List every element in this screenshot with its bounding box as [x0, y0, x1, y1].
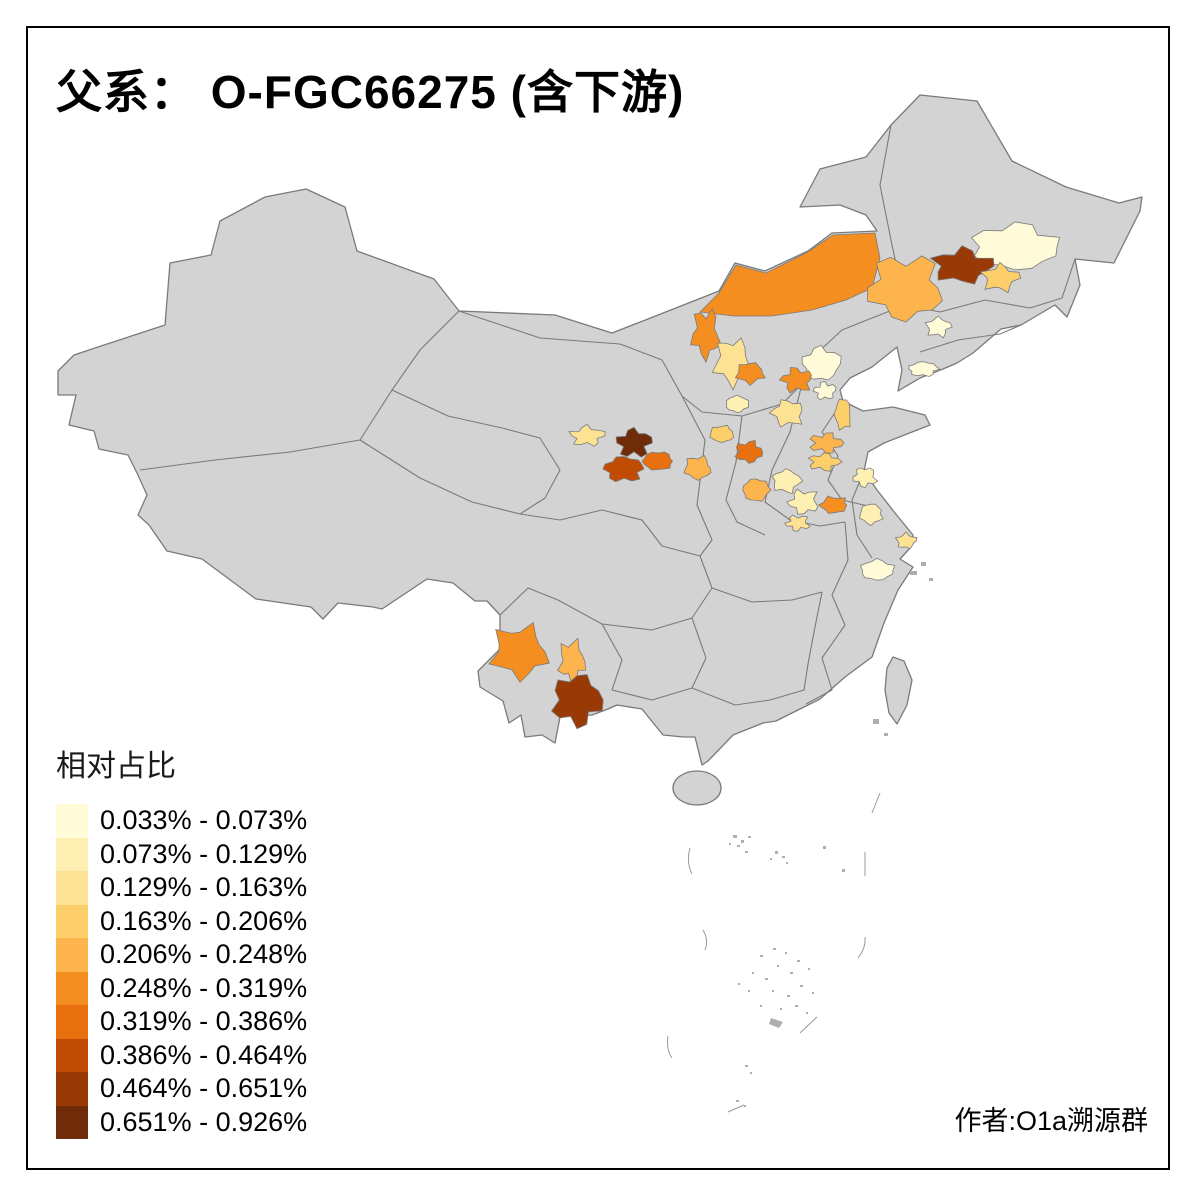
map-region	[784, 514, 811, 532]
map-region	[734, 362, 766, 387]
region-blobs	[488, 221, 1061, 730]
map-region	[734, 439, 763, 464]
map-region	[817, 495, 848, 514]
legend-label: 0.248% - 0.319%	[100, 972, 308, 1003]
legend-label: 0.464% - 0.651%	[100, 1073, 308, 1104]
map-region	[929, 245, 995, 285]
legend-row: 0.248% - 0.319%	[56, 971, 308, 1005]
map-region	[894, 531, 918, 550]
legend-swatch	[56, 1005, 88, 1039]
sea-islands	[667, 562, 933, 1113]
map-region	[812, 381, 837, 401]
map-region	[778, 367, 812, 394]
map-region	[725, 394, 749, 414]
legend-label: 0.129% - 0.163%	[100, 872, 308, 903]
map-region	[809, 432, 845, 454]
attribution: 作者:O1a溯源群	[954, 1106, 1148, 1136]
map-region	[970, 221, 1061, 271]
map-region	[742, 478, 772, 502]
legend-title: 相对占比	[56, 750, 176, 783]
map-region	[833, 398, 851, 431]
legend-swatch	[56, 1038, 88, 1072]
map-region	[768, 399, 803, 428]
legend-rows: 0.033% - 0.073% 0.073% - 0.129% 0.129% -…	[56, 804, 307, 1139]
legend-row: 0.651% - 0.926%	[56, 1105, 308, 1139]
legend-swatch	[56, 904, 88, 938]
legend-label: 0.386% - 0.464%	[100, 1039, 308, 1070]
map-region	[924, 315, 953, 339]
legend-label: 0.163% - 0.206%	[100, 905, 308, 936]
map-region	[859, 503, 884, 527]
china-outline	[57, 94, 1143, 766]
legend-label: 0.319% - 0.386%	[100, 1006, 308, 1037]
legend-swatch	[56, 804, 88, 838]
legend-swatch	[56, 1072, 88, 1106]
legend-swatch	[56, 1105, 88, 1139]
page-title: 父系： O-FGC66275 (含下游)	[56, 66, 685, 118]
taiwan-island	[884, 656, 913, 725]
legend-label: 0.206% - 0.248%	[100, 939, 308, 970]
map-region	[551, 674, 604, 730]
map-region	[488, 621, 550, 683]
map-region	[641, 451, 673, 471]
map-region	[602, 456, 645, 483]
map-region	[683, 454, 712, 481]
legend-row: 0.386% - 0.464%	[56, 1038, 308, 1072]
province-borders	[139, 124, 1076, 706]
legend-row: 0.206% - 0.248%	[56, 938, 307, 972]
legend-label: 0.651% - 0.926%	[100, 1106, 308, 1137]
legend-swatch	[56, 938, 88, 972]
legend-row: 0.129% - 0.163%	[56, 871, 307, 905]
legend: 相对占比 0.033% - 0.073% 0.073% - 0.129% 0.1…	[56, 750, 307, 1139]
map-region	[699, 232, 881, 317]
legend-row: 0.163% - 0.206%	[56, 904, 308, 938]
map-region	[866, 255, 943, 323]
map-region	[690, 307, 722, 364]
map-region	[979, 261, 1022, 294]
legend-swatch	[56, 871, 88, 905]
map-region	[771, 468, 804, 495]
map-region	[568, 423, 606, 447]
map-region	[859, 557, 896, 581]
legend-row: 0.464% - 0.651%	[56, 1072, 307, 1106]
hainan-island	[672, 770, 722, 806]
map-region	[852, 467, 879, 489]
legend-row: 0.319% - 0.386%	[56, 1005, 307, 1039]
legend-label: 0.073% - 0.129%	[100, 838, 308, 869]
map-region	[709, 424, 735, 443]
map-region	[785, 488, 819, 515]
map-region	[801, 344, 842, 381]
map-region	[908, 361, 941, 377]
legend-swatch	[56, 837, 88, 871]
legend-swatch	[56, 971, 88, 1005]
legend-row: 0.033% - 0.073%	[56, 804, 307, 838]
map-region	[807, 452, 843, 472]
map-region	[615, 426, 653, 458]
legend-row: 0.073% - 0.129%	[56, 837, 308, 871]
legend-label: 0.033% - 0.073%	[100, 805, 308, 836]
